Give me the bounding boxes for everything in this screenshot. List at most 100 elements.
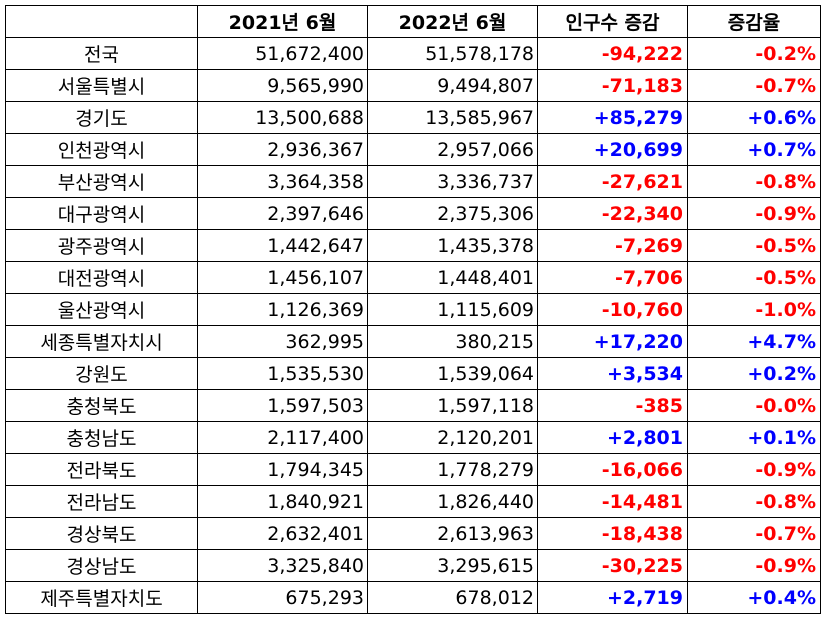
change-rate-cell: +0.6% xyxy=(687,101,821,134)
region-cell: 울산광역시 xyxy=(5,293,198,326)
table-row: 대전광역시 1,456,107 1,448,401 -7,706 -0.5% xyxy=(5,261,821,294)
header-change-rate: 증감율 xyxy=(687,5,821,38)
region-cell: 강원도 xyxy=(5,357,198,390)
population-2022-cell: 1,539,064 xyxy=(367,357,538,390)
table-row: 대구광역시 2,397,646 2,375,306 -22,340 -0.9% xyxy=(5,197,821,230)
header-2021-june: 2021년 6월 xyxy=(197,5,368,38)
region-cell: 세종특별자치시 xyxy=(5,325,198,358)
population-change-cell: -30,225 xyxy=(537,549,688,582)
population-change-cell: +85,279 xyxy=(537,101,688,134)
change-rate-cell: -0.8% xyxy=(687,165,821,198)
population-2021-cell: 1,456,107 xyxy=(197,261,368,294)
table-body: 전국 51,672,400 51,578,178 -94,222 -0.2% 서울특별시 9… xyxy=(5,37,821,614)
change-rate-cell: +0.4% xyxy=(687,581,821,614)
region-cell: 전국 xyxy=(5,37,198,70)
table-row: 부산광역시 3,364,358 3,336,737 -27,621 -0.8% xyxy=(5,165,821,198)
population-change-cell: -14,481 xyxy=(537,485,688,518)
header-population-change: 인구수 증감 xyxy=(537,5,688,38)
population-2022-cell: 1,435,378 xyxy=(367,229,538,262)
population-2022-cell: 1,826,440 xyxy=(367,485,538,518)
region-cell: 충청남도 xyxy=(5,421,198,454)
population-2021-cell: 9,565,990 xyxy=(197,69,368,102)
population-2021-cell: 1,597,503 xyxy=(197,389,368,422)
population-2021-cell: 3,325,840 xyxy=(197,549,368,582)
region-cell: 광주광역시 xyxy=(5,229,198,262)
population-2021-cell: 1,126,369 xyxy=(197,293,368,326)
change-rate-cell: +0.7% xyxy=(687,133,821,166)
population-2022-cell: 2,613,963 xyxy=(367,517,538,550)
change-rate-cell: -0.8% xyxy=(687,485,821,518)
change-rate-cell: -0.2% xyxy=(687,37,821,70)
population-2021-cell: 1,442,647 xyxy=(197,229,368,262)
population-change-cell: -385 xyxy=(537,389,688,422)
change-rate-cell: -0.9% xyxy=(687,453,821,486)
change-rate-cell: +4.7% xyxy=(687,325,821,358)
population-2021-cell: 3,364,358 xyxy=(197,165,368,198)
population-2022-cell: 13,585,967 xyxy=(367,101,538,134)
population-change-cell: -27,621 xyxy=(537,165,688,198)
population-change-table: 2021년 6월 2022년 6월 인구수 증감 증감율 전국 51,672,40… xyxy=(5,5,821,614)
population-2021-cell: 2,936,367 xyxy=(197,133,368,166)
table-row: 세종특별자치시 362,995 380,215 +17,220 +4.7% xyxy=(5,325,821,358)
population-2022-cell: 9,494,807 xyxy=(367,69,538,102)
table-row: 경상북도 2,632,401 2,613,963 -18,438 -0.7% xyxy=(5,517,821,550)
population-change-cell: -10,760 xyxy=(537,293,688,326)
region-cell: 제주특별자치도 xyxy=(5,581,198,614)
population-2021-cell: 1,794,345 xyxy=(197,453,368,486)
change-rate-cell: -0.5% xyxy=(687,229,821,262)
change-rate-cell: -0.5% xyxy=(687,261,821,294)
population-2022-cell: 3,336,737 xyxy=(367,165,538,198)
table-row: 서울특별시 9,565,990 9,494,807 -71,183 -0.7% xyxy=(5,69,821,102)
population-change-cell: -7,269 xyxy=(537,229,688,262)
population-2021-cell: 13,500,688 xyxy=(197,101,368,134)
population-2021-cell: 2,632,401 xyxy=(197,517,368,550)
region-cell: 경기도 xyxy=(5,101,198,134)
population-2021-cell: 51,672,400 xyxy=(197,37,368,70)
population-change-cell: +17,220 xyxy=(537,325,688,358)
population-change-cell: -22,340 xyxy=(537,197,688,230)
change-rate-cell: -1.0% xyxy=(687,293,821,326)
table-row: 경상남도 3,325,840 3,295,615 -30,225 -0.9% xyxy=(5,549,821,582)
population-change-cell: +20,699 xyxy=(537,133,688,166)
region-cell: 경상남도 xyxy=(5,549,198,582)
table-row: 울산광역시 1,126,369 1,115,609 -10,760 -1.0% xyxy=(5,293,821,326)
change-rate-cell: -0.9% xyxy=(687,197,821,230)
table-row: 제주특별자치도 675,293 678,012 +2,719 +0.4% xyxy=(5,581,821,614)
header-row: 2021년 6월 2022년 6월 인구수 증감 증감율 xyxy=(5,5,821,38)
population-2022-cell: 1,778,279 xyxy=(367,453,538,486)
population-2021-cell: 1,840,921 xyxy=(197,485,368,518)
population-2021-cell: 2,397,646 xyxy=(197,197,368,230)
population-2022-cell: 2,375,306 xyxy=(367,197,538,230)
change-rate-cell: -0.7% xyxy=(687,517,821,550)
table-row: 전라남도 1,840,921 1,826,440 -14,481 -0.8% xyxy=(5,485,821,518)
region-cell: 서울특별시 xyxy=(5,69,198,102)
table-row: 인천광역시 2,936,367 2,957,066 +20,699 +0.7% xyxy=(5,133,821,166)
table-row: 강원도 1,535,530 1,539,064 +3,534 +0.2% xyxy=(5,357,821,390)
population-2022-cell: 1,448,401 xyxy=(367,261,538,294)
population-change-cell: -18,438 xyxy=(537,517,688,550)
population-2021-cell: 2,117,400 xyxy=(197,421,368,454)
population-2021-cell: 362,995 xyxy=(197,325,368,358)
table-row: 충청남도 2,117,400 2,120,201 +2,801 +0.1% xyxy=(5,421,821,454)
header-region xyxy=(5,5,198,38)
table-row: 충청북도 1,597,503 1,597,118 -385 -0.0% xyxy=(5,389,821,422)
region-cell: 충청북도 xyxy=(5,389,198,422)
change-rate-cell: -0.7% xyxy=(687,69,821,102)
population-2021-cell: 1,535,530 xyxy=(197,357,368,390)
population-2021-cell: 675,293 xyxy=(197,581,368,614)
population-2022-cell: 380,215 xyxy=(367,325,538,358)
change-rate-cell: +0.1% xyxy=(687,421,821,454)
region-cell: 부산광역시 xyxy=(5,165,198,198)
region-cell: 전라북도 xyxy=(5,453,198,486)
region-cell: 인천광역시 xyxy=(5,133,198,166)
population-change-cell: +3,534 xyxy=(537,357,688,390)
change-rate-cell: +0.2% xyxy=(687,357,821,390)
population-2022-cell: 2,957,066 xyxy=(367,133,538,166)
region-cell: 전라남도 xyxy=(5,485,198,518)
population-change-cell: -7,706 xyxy=(537,261,688,294)
region-cell: 대전광역시 xyxy=(5,261,198,294)
population-change-cell: +2,801 xyxy=(537,421,688,454)
change-rate-cell: -0.9% xyxy=(687,549,821,582)
population-change-cell: -94,222 xyxy=(537,37,688,70)
table-row: 전라북도 1,794,345 1,778,279 -16,066 -0.9% xyxy=(5,453,821,486)
